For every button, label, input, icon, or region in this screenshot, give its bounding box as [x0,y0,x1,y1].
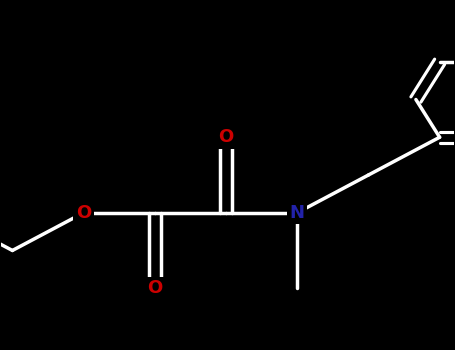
Text: O: O [218,128,234,146]
Text: O: O [147,279,162,297]
Text: O: O [76,204,91,222]
Text: N: N [290,204,305,222]
